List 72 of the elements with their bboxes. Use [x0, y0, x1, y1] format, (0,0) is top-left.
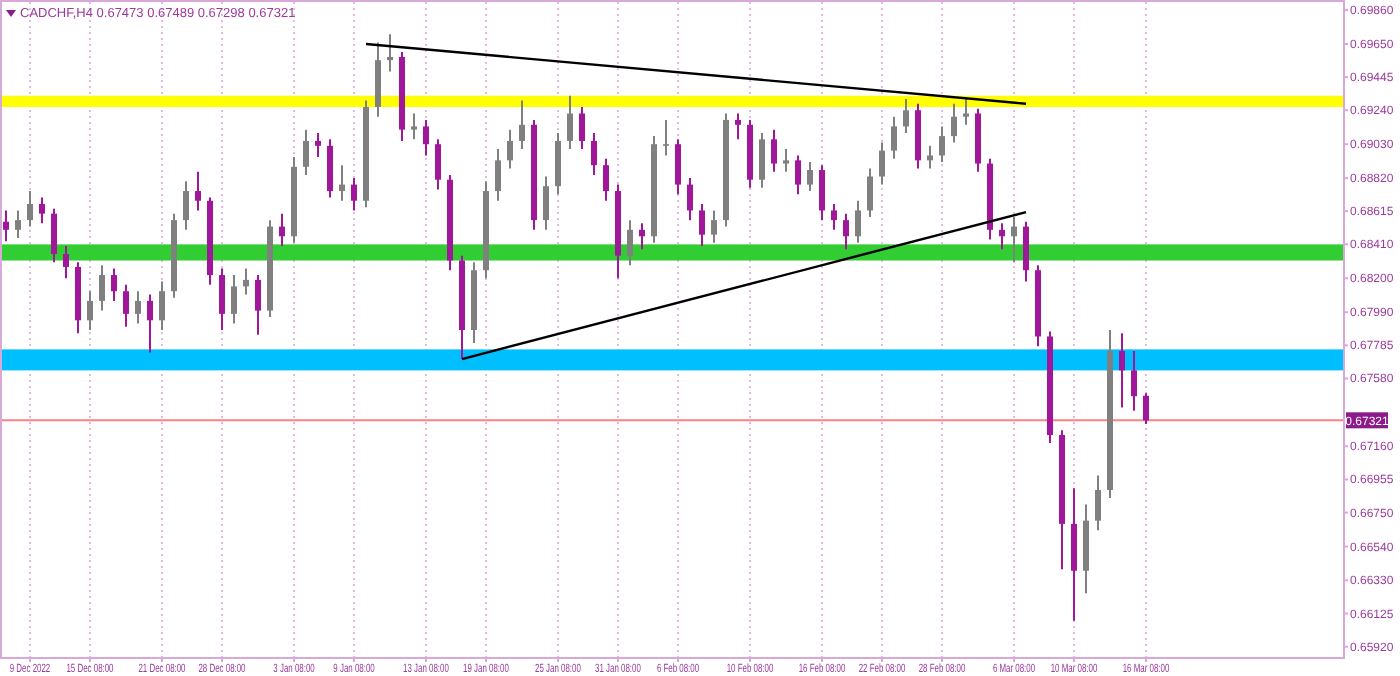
candlestick	[699, 202, 705, 247]
candlestick	[507, 128, 513, 170]
candlestick	[819, 164, 825, 222]
candlestick	[855, 199, 861, 244]
candlestick	[579, 106, 585, 151]
candlestick	[951, 102, 957, 144]
candlestick	[783, 148, 789, 173]
candlestick	[903, 97, 909, 134]
candlestick	[1119, 332, 1125, 409]
candlestick	[435, 138, 441, 191]
candlestick	[123, 283, 129, 328]
candlestick	[39, 196, 45, 225]
candlestick	[1071, 487, 1077, 622]
candlestick	[15, 209, 21, 239]
candlestick	[243, 267, 249, 296]
candlestick	[771, 128, 777, 173]
candlestick	[279, 212, 285, 247]
candlestick	[159, 280, 165, 331]
candlestick	[927, 144, 933, 170]
candlestick	[315, 131, 321, 159]
candlestick	[231, 274, 237, 325]
candlestick	[519, 99, 525, 151]
candlestick	[375, 41, 381, 118]
candlestick	[339, 164, 345, 202]
candlestick	[675, 138, 681, 196]
candlestick	[891, 115, 897, 160]
candlestick	[1143, 392, 1149, 426]
candlestick	[1011, 215, 1017, 264]
candlestick	[735, 112, 741, 141]
candlestick	[963, 97, 969, 126]
candlestick	[687, 177, 693, 222]
candlestick	[1095, 474, 1101, 532]
candlestick	[411, 112, 417, 141]
candlestick	[195, 170, 201, 212]
candlestick	[639, 222, 645, 251]
candlestick	[63, 244, 69, 280]
candlestick	[543, 175, 549, 231]
candlestick	[939, 125, 945, 163]
candlestick	[99, 264, 105, 312]
candlestick	[663, 118, 669, 157]
candlestick	[111, 267, 117, 302]
candlestick	[423, 118, 429, 157]
candlestick	[603, 157, 609, 202]
candlestick	[303, 128, 309, 176]
candlestick	[867, 167, 873, 218]
candlestick	[255, 274, 261, 336]
candlestick	[219, 267, 225, 331]
candlestick	[3, 209, 9, 243]
candlestick	[183, 180, 189, 231]
candlestick	[831, 202, 837, 231]
candlestick	[795, 154, 801, 196]
candlestick	[27, 190, 33, 228]
candlestick	[351, 177, 357, 212]
candlestick	[387, 33, 393, 73]
candlestick	[495, 148, 501, 202]
candlestick	[327, 138, 333, 199]
candlestick	[1131, 350, 1137, 412]
candlestick	[759, 131, 765, 189]
candlestick	[999, 222, 1005, 251]
candlestick	[555, 131, 561, 196]
candlestick	[627, 219, 633, 267]
candlestick	[711, 209, 717, 244]
candlestick	[135, 290, 141, 325]
candlestick	[147, 293, 153, 354]
candlestick	[879, 141, 885, 186]
candlestick	[51, 207, 57, 264]
candlestick	[1023, 220, 1029, 283]
candlestick	[87, 290, 93, 331]
candlestick	[567, 94, 573, 151]
candlestick	[807, 160, 813, 193]
candlestick	[591, 131, 597, 176]
candlestick	[843, 212, 849, 251]
